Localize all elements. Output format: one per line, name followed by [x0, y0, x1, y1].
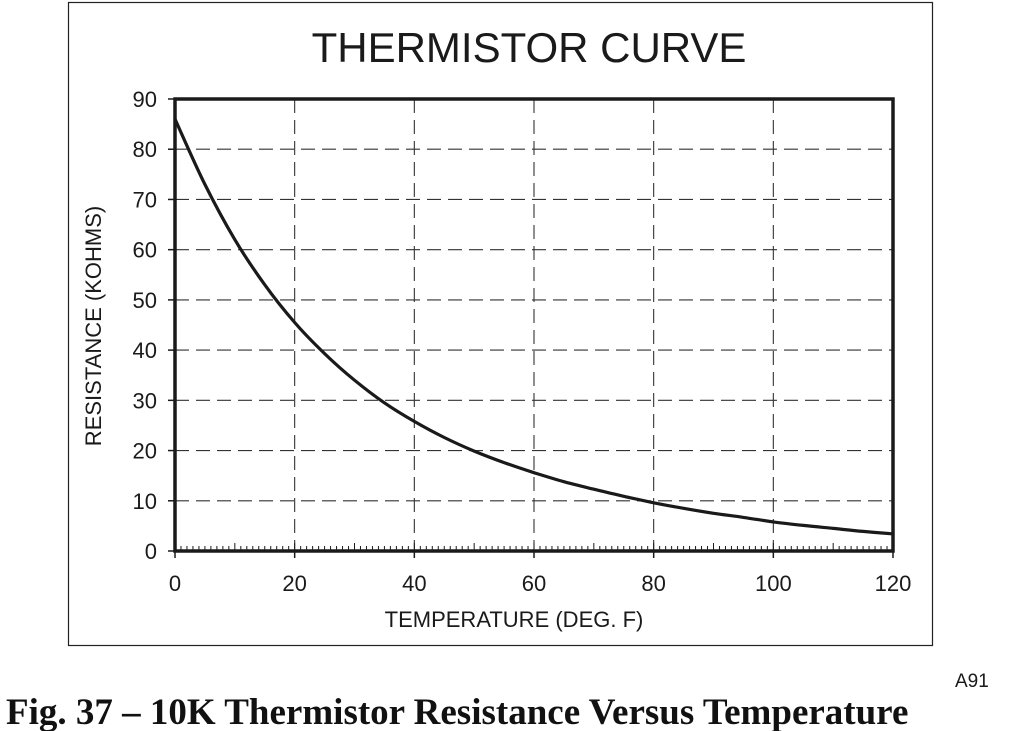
- y-tick-label: 40: [133, 338, 157, 363]
- x-tick-label: 100: [755, 571, 792, 596]
- y-tick-label: 0: [145, 539, 157, 564]
- y-tick-label: 50: [133, 288, 157, 313]
- y-tick-label: 20: [133, 439, 157, 464]
- y-tick-label: 70: [133, 187, 157, 212]
- figure-caption: Fig. 37 – 10K Thermistor Resistance Vers…: [6, 692, 908, 731]
- x-minor-ticks: [168, 98, 894, 558]
- grid-lines: [175, 99, 893, 551]
- y-axis-label: RESISTANCE (KOHMS): [81, 206, 106, 446]
- chart-title: THERMISTOR CURVE: [312, 24, 747, 71]
- x-tick-labels: 0 20 40 60 80 100 120: [169, 571, 911, 596]
- y-tick-label: 30: [133, 388, 157, 413]
- x-tick-label: 40: [402, 571, 426, 596]
- plot-frame: [173, 97, 895, 553]
- y-tick-label: 90: [133, 87, 157, 112]
- y-tick-label: 80: [133, 137, 157, 162]
- series-line: [173, 117, 895, 536]
- x-tick-label: 20: [282, 571, 306, 596]
- y-tick-label: 10: [133, 489, 157, 514]
- y-tick-labels: 0 10 20 30 40 50 60 70 80 90: [133, 87, 157, 564]
- x-tick-label: 0: [169, 571, 181, 596]
- x-tick-label: 120: [875, 571, 912, 596]
- x-tick-label: 80: [641, 571, 665, 596]
- x-axis-label: TEMPERATURE (DEG. F): [385, 607, 644, 632]
- x-tick-label: 60: [522, 571, 546, 596]
- figure-code: A91: [955, 671, 989, 692]
- y-tick-label: 60: [133, 238, 157, 263]
- figure-frame: [67, 1, 934, 647]
